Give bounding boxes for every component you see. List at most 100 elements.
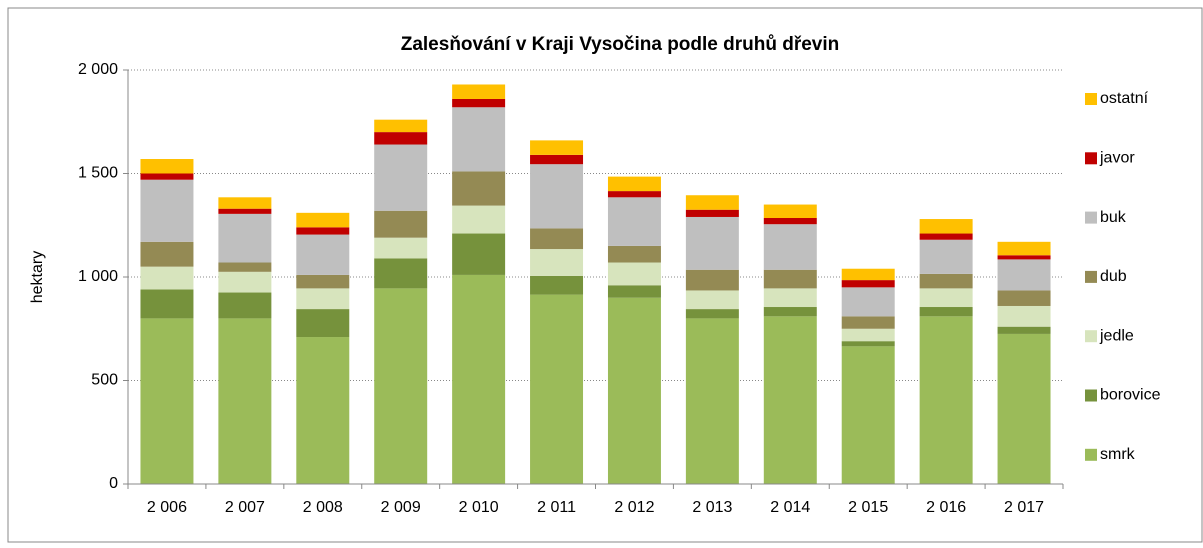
bar-segment (530, 154, 584, 165)
bar-segment (530, 275, 584, 295)
bar-segment (997, 255, 1051, 260)
bar-segment (607, 245, 661, 263)
bar-segment (607, 191, 661, 198)
x-tick-label: 2 007 (225, 499, 265, 516)
bar-segment (685, 209, 739, 217)
bar-segment (374, 210, 428, 238)
bar-segment (530, 140, 584, 155)
bar-segment (685, 309, 739, 319)
bar-segment (452, 98, 506, 108)
x-tick-label: 2 013 (692, 499, 732, 516)
bar-segment (763, 316, 817, 484)
legend-swatch (1085, 211, 1097, 224)
bar-segment (530, 249, 584, 276)
bar-segment (919, 307, 973, 317)
legend-label: ostatní (1100, 90, 1149, 107)
legend-swatch (1085, 448, 1097, 461)
bar-segment (452, 233, 506, 275)
bar-segment (452, 84, 506, 99)
legend-swatch (1085, 270, 1097, 283)
bar-segment (685, 269, 739, 291)
bar-segment (218, 262, 272, 272)
bar-segment (607, 176, 661, 192)
legend-label: buk (1100, 209, 1127, 226)
bar-segment (607, 285, 661, 298)
bar-segment (919, 288, 973, 308)
bar-segment (841, 316, 895, 329)
x-tick-label: 2 017 (1004, 499, 1044, 516)
bar-segment (140, 159, 194, 174)
y-axis-label: hektary (29, 251, 46, 303)
bar-segment (763, 288, 817, 308)
bar-segment (140, 318, 194, 484)
bar-segment (452, 274, 506, 484)
legend-swatch (1085, 389, 1097, 402)
bar-segment (218, 271, 272, 293)
y-tick-label: 500 (91, 372, 118, 389)
bar-segment (218, 208, 272, 214)
legend-label: smrk (1100, 446, 1136, 463)
x-tick-label: 2 015 (848, 499, 888, 516)
x-tick-label: 2 008 (303, 499, 343, 516)
bar-segment (530, 294, 584, 484)
x-tick-label: 2 012 (614, 499, 654, 516)
bar-segment (607, 297, 661, 484)
bar-segment (919, 273, 973, 289)
legend-label: dub (1100, 268, 1127, 285)
bar-segment (841, 346, 895, 484)
bar-segment (841, 268, 895, 281)
bar-segment (685, 216, 739, 270)
x-tick-label: 2 011 (537, 499, 576, 516)
y-tick-label: 1 000 (78, 268, 118, 285)
bar-segment (140, 241, 194, 267)
bar-segment (374, 144, 428, 211)
bar-segment (374, 132, 428, 145)
bar-segment (997, 241, 1051, 256)
bar-segment (685, 318, 739, 484)
bar-segment (841, 287, 895, 317)
y-tick-label: 2 000 (78, 61, 118, 78)
legend-label: jedle (1099, 327, 1134, 344)
bar-segment (997, 259, 1051, 291)
bar-segment (218, 292, 272, 319)
y-tick-label: 1 500 (78, 165, 118, 182)
bar-segment (374, 288, 428, 484)
bar-segment (218, 213, 272, 263)
bar-segment (997, 305, 1051, 327)
bar-segment (763, 224, 817, 270)
bar-segment (841, 328, 895, 342)
bar-segment (919, 233, 973, 240)
bar-segment (296, 309, 350, 338)
x-tick-label: 2 016 (926, 499, 966, 516)
bar-segment (296, 288, 350, 310)
bar-segment (296, 212, 350, 228)
bar-segment (218, 318, 272, 484)
bar-segment (685, 195, 739, 210)
bar-segment (296, 227, 350, 235)
bar-segment (296, 234, 350, 275)
legend-swatch (1085, 93, 1097, 105)
bar-segment (607, 197, 661, 246)
chart-title: Zalesňování v Kraji Vysočina podle druhů… (401, 34, 840, 55)
bar-segment (140, 179, 194, 242)
bar-segment (452, 205, 506, 234)
legend-swatch (1085, 330, 1097, 343)
bar-segment (607, 262, 661, 286)
bar-segment (997, 333, 1051, 484)
x-tick-label: 2 009 (381, 499, 421, 516)
x-tick-label: 2 014 (770, 499, 810, 516)
bar-segment (763, 269, 817, 289)
x-tick-label: 2 006 (147, 499, 187, 516)
bar-segment (296, 337, 350, 484)
bar-segment (374, 237, 428, 259)
bar-segment (763, 218, 817, 225)
legend-label: borovice (1100, 387, 1161, 404)
bar-segment (374, 258, 428, 289)
bar-segment (997, 326, 1051, 334)
bar-segment (530, 164, 584, 229)
y-tick-label: 0 (109, 475, 118, 492)
bar-segment (763, 204, 817, 219)
bar-segment (841, 341, 895, 347)
x-tick-label: 2 010 (459, 499, 499, 516)
